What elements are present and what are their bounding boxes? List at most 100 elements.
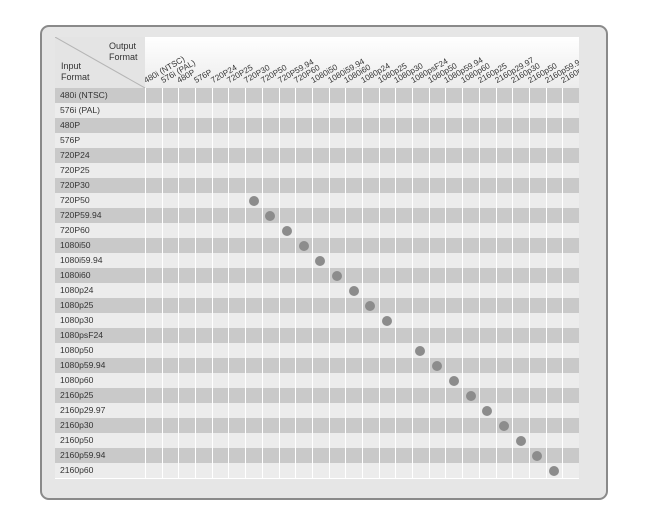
row-label: 2160p29.97: [60, 405, 106, 415]
row-label: 2160p59.94: [60, 450, 106, 460]
table-row: 1080i60: [55, 268, 579, 283]
supported-dot: [282, 226, 292, 236]
table-row: 576P: [55, 133, 579, 148]
table-row: 2160p30: [55, 418, 579, 433]
row-label: 576P: [60, 135, 81, 145]
table-row: 1080p59.94: [55, 358, 579, 373]
output-header-label: Output: [109, 41, 137, 51]
table-row: 576i (PAL): [55, 103, 579, 118]
column-divider: [345, 88, 346, 479]
row-label: 576i (PAL): [60, 105, 100, 115]
supported-dot: [449, 376, 459, 386]
table-row: 1080p50: [55, 343, 579, 358]
supported-dot: [265, 211, 275, 221]
table-row: 2160p50: [55, 433, 579, 448]
row-label: 720P59.94: [60, 210, 102, 220]
row-label: 720P30: [60, 180, 90, 190]
supported-dot: [499, 421, 509, 431]
column-divider: [178, 88, 179, 479]
row-label: 1080i59.94: [60, 255, 103, 265]
column-divider: [529, 88, 530, 479]
input-format-header-label: Format: [61, 72, 90, 82]
supported-dot: [532, 451, 542, 461]
row-label: 2160p30: [60, 420, 94, 430]
column-divider: [279, 88, 280, 479]
table-row: 1080i50: [55, 238, 579, 253]
row-label: 1080p59.94: [60, 360, 106, 370]
table-row: 480i (NTSC): [55, 88, 579, 103]
column-divider: [262, 88, 263, 479]
column-divider: [496, 88, 497, 479]
column-header-band: [145, 37, 579, 88]
table-row: 2160p59.94: [55, 448, 579, 463]
row-label: 1080i60: [60, 270, 91, 280]
row-label: 480i (NTSC): [60, 90, 108, 100]
column-divider: [245, 88, 246, 479]
column-divider: [546, 88, 547, 479]
row-label: 2160p50: [60, 435, 94, 445]
column-divider: [429, 88, 430, 479]
corner-diagonal: [55, 37, 145, 88]
supported-dot: [516, 436, 526, 446]
supported-dot: [365, 301, 375, 311]
column-divider: [395, 88, 396, 479]
column-divider: [512, 88, 513, 479]
column-divider: [362, 88, 363, 479]
format-conversion-table: Output Format Input Format 480i (NTSC) 57…: [55, 37, 579, 479]
table-row: 720P60: [55, 223, 579, 238]
column-divider: [562, 88, 563, 479]
row-label: 2160p25: [60, 390, 94, 400]
column-divider: [329, 88, 330, 479]
column-divider: [462, 88, 463, 479]
output-format-header-label: Format: [109, 52, 138, 62]
table-row: 720P59.94: [55, 208, 579, 223]
table-row: 720P50: [55, 193, 579, 208]
table-row: 1080p24: [55, 283, 579, 298]
supported-dot: [299, 241, 309, 251]
input-header-label: Input: [61, 61, 82, 71]
row-label: 2160p60: [60, 465, 94, 475]
row-label: 720P24: [60, 150, 90, 160]
supported-dot: [415, 346, 425, 356]
row-label: 480P: [60, 120, 81, 130]
supported-dot: [549, 466, 559, 476]
row-label: 1080p60: [60, 375, 94, 385]
table-row: 720P24: [55, 148, 579, 163]
supported-dot: [349, 286, 359, 296]
table-row: 480P: [55, 118, 579, 133]
supported-dot: [382, 316, 392, 326]
supported-dot: [315, 256, 325, 266]
supported-dot: [482, 406, 492, 416]
row-label: 1080p24: [60, 285, 94, 295]
column-divider: [312, 88, 313, 479]
column-divider: [379, 88, 380, 479]
column-divider: [228, 88, 229, 479]
column-divider: [195, 88, 196, 479]
table-row: 1080p30: [55, 313, 579, 328]
table-row: 1080p25: [55, 298, 579, 313]
column-divider: [295, 88, 296, 479]
table-row: 2160p25: [55, 388, 579, 403]
supported-dot: [466, 391, 476, 401]
table-row: 1080psF24: [55, 328, 579, 343]
row-label: 1080psF24: [60, 330, 104, 340]
table-row: 2160p29.97: [55, 403, 579, 418]
row-label: 720P50: [60, 195, 90, 205]
column-divider: [445, 88, 446, 479]
column-divider: [412, 88, 413, 479]
table-row: 1080p60: [55, 373, 579, 388]
column-divider: [162, 88, 163, 479]
supported-dot: [432, 361, 442, 371]
table-row: 720P30: [55, 178, 579, 193]
row-label: 720P25: [60, 165, 90, 175]
row-label: 1080i50: [60, 240, 91, 250]
column-divider: [145, 88, 146, 479]
column-divider: [479, 88, 480, 479]
table-row: 2160p60: [55, 463, 579, 478]
column-divider: [212, 88, 213, 479]
row-label: 1080p30: [60, 315, 94, 325]
row-label: 1080p25: [60, 300, 94, 310]
supported-dot: [332, 271, 342, 281]
row-label: 1080p50: [60, 345, 94, 355]
supported-dot: [249, 196, 259, 206]
